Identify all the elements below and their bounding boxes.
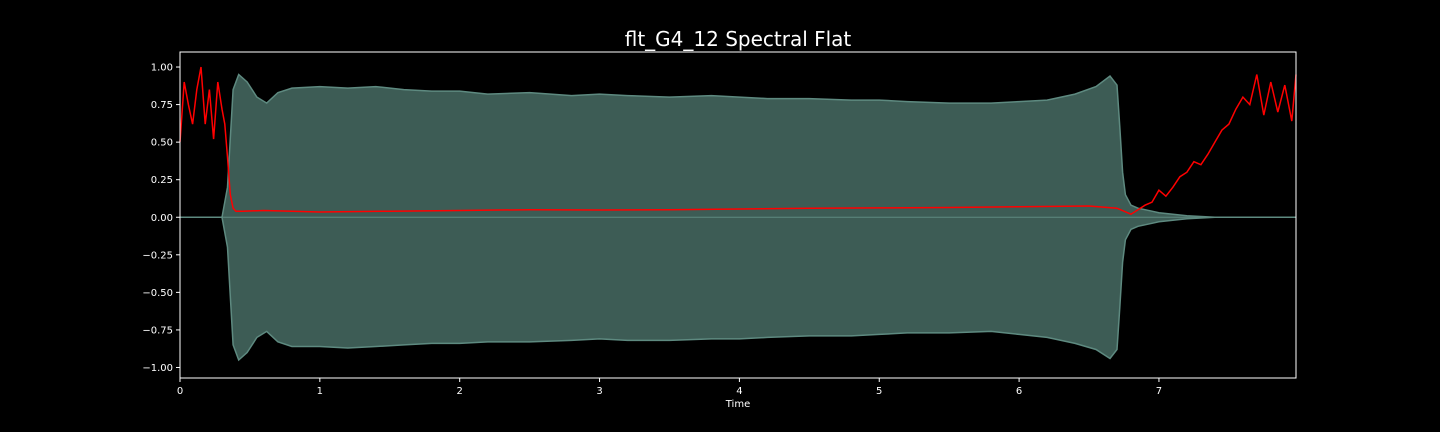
y-tick-label: −1.00 (142, 363, 173, 374)
y-tick-label: 0.25 (151, 175, 173, 186)
y-tick-label: 0.00 (151, 213, 173, 224)
y-tick-label: −0.25 (142, 250, 173, 261)
x-tick-label: 2 (457, 386, 463, 397)
x-tick-label: 1 (317, 386, 323, 397)
x-tick-label: 7 (1156, 386, 1162, 397)
chart-title: flt_G4_12 Spectral Flat (625, 27, 852, 51)
x-tick-label: 4 (736, 386, 742, 397)
plot-frame (179, 51, 1297, 379)
x-tick-label: 5 (876, 386, 882, 397)
y-tick-label: 0.50 (151, 138, 173, 149)
x-tick-label: 6 (1016, 386, 1022, 397)
x-tick-label: 3 (596, 386, 602, 397)
y-tick-label: −0.50 (142, 288, 173, 299)
spectral-flatness-line (179, 66, 1297, 216)
flatness-layer (179, 66, 1297, 216)
y-tick-label: −0.75 (142, 325, 173, 336)
x-tick-label: 0 (177, 386, 183, 397)
x-axis-label: Time (725, 399, 750, 410)
waveform-layer (180, 73, 1296, 362)
y-tick-label: 1.00 (151, 63, 173, 74)
x-axis: 0 1 2 3 4 5 6 7 (177, 378, 1162, 397)
y-tick-label: 0.75 (151, 100, 173, 111)
y-axis: 1.00 0.75 0.50 0.25 0.00 −0.25 −0.50 −0.75 −1.00 (142, 63, 180, 374)
